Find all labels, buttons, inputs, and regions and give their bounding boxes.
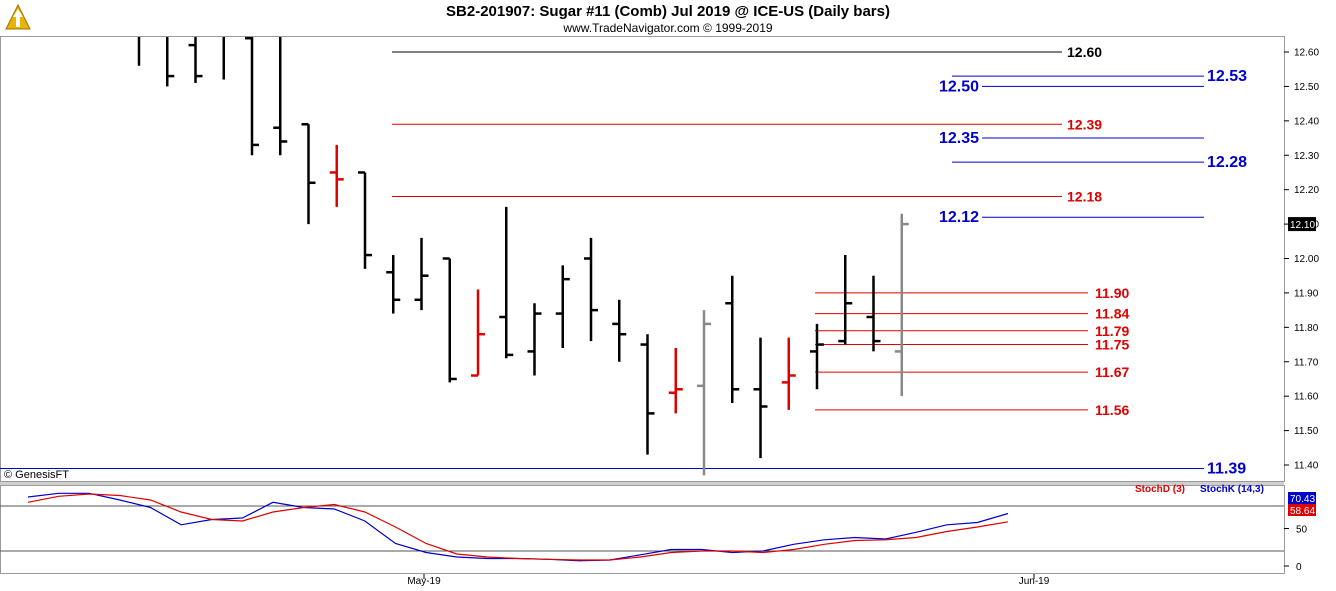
price-bar bbox=[725, 275, 740, 404]
x-tick-label: May-19 bbox=[407, 576, 441, 587]
stoch-tick-label: 0 bbox=[1296, 562, 1302, 573]
trade-navigator-logo-icon bbox=[5, 3, 31, 30]
price-bar bbox=[329, 144, 344, 207]
y-tick-label: 12.00 bbox=[1294, 254, 1319, 265]
stoch-value-label: 70.43 bbox=[1290, 494, 1315, 505]
price-bar bbox=[301, 123, 316, 225]
y-tick-label: 11.40 bbox=[1294, 461, 1319, 472]
stoch-value-box bbox=[1288, 504, 1316, 516]
level-label: 12.28 bbox=[1207, 154, 1247, 171]
price-bar bbox=[894, 213, 909, 397]
y-tick-label: 11.80 bbox=[1294, 323, 1319, 334]
y-tick-label: 12.20 bbox=[1294, 185, 1319, 196]
level-label: 11.75 bbox=[1095, 337, 1129, 353]
price-bar bbox=[442, 257, 457, 383]
last-price-label: 12.10 bbox=[1290, 220, 1315, 231]
level-label: 12.60 bbox=[1067, 44, 1102, 60]
stoch-value-label: 58.64 bbox=[1290, 506, 1315, 517]
price-bar bbox=[188, 37, 203, 83]
y-tick-label: 11.60 bbox=[1294, 392, 1319, 403]
level-label: 11.67 bbox=[1095, 364, 1129, 380]
level-label: 12.18 bbox=[1067, 189, 1102, 205]
price-bar bbox=[668, 347, 683, 414]
price-bar bbox=[612, 299, 627, 362]
y-tick-label: 12.60 bbox=[1294, 48, 1319, 59]
price-bar bbox=[584, 237, 598, 342]
y-tick-label: 12.40 bbox=[1294, 116, 1319, 127]
last-price-box bbox=[1288, 217, 1316, 232]
stoch-series-line bbox=[27, 493, 1009, 561]
price-bar bbox=[753, 337, 768, 459]
copyright-label: © GenesisFT bbox=[4, 469, 69, 481]
price-bar bbox=[781, 337, 796, 410]
stoch-value-box bbox=[1288, 492, 1316, 504]
price-bar bbox=[273, 37, 288, 156]
price-bar bbox=[166, 37, 175, 87]
level-label: 11.79 bbox=[1095, 323, 1129, 339]
y-tick-label: 12.30 bbox=[1294, 151, 1319, 162]
price-bar bbox=[527, 303, 542, 376]
level-label: 12.53 bbox=[1207, 68, 1247, 85]
y-tick-label: 11.50 bbox=[1294, 426, 1319, 437]
price-bar bbox=[555, 265, 570, 348]
price-bar bbox=[245, 36, 259, 156]
price-bar bbox=[386, 255, 401, 314]
legend-stochk: StochK (14,3) bbox=[1200, 484, 1264, 495]
stoch-pane-border bbox=[0, 485, 1285, 574]
chart-header: SB2-201907: Sugar #11 (Comb) Jul 2019 @ … bbox=[0, 0, 1336, 36]
y-tick-label: 11.70 bbox=[1294, 357, 1319, 368]
x-tick-label: Jun-19 bbox=[1019, 576, 1050, 587]
price-bar bbox=[838, 255, 853, 345]
y-tick-label: 12.50 bbox=[1294, 82, 1319, 93]
price-bar bbox=[866, 275, 881, 352]
chart-subtitle: www.TradeNavigator.com © 1999-2019 bbox=[563, 21, 773, 35]
level-label: 12.12 bbox=[939, 209, 979, 226]
level-label: 11.39 bbox=[1207, 460, 1246, 477]
level-label: 11.90 bbox=[1095, 285, 1129, 301]
price-bar bbox=[471, 289, 485, 377]
price-bar bbox=[414, 237, 429, 311]
price-bar bbox=[640, 334, 655, 455]
price-bar bbox=[358, 171, 372, 269]
chart-title: SB2-201907: Sugar #11 (Comb) Jul 2019 @ … bbox=[446, 3, 890, 20]
legend-stochd: StochD (3) bbox=[1135, 484, 1185, 495]
level-label: 12.35 bbox=[939, 130, 979, 147]
price-bar bbox=[810, 323, 824, 390]
stoch-tick-label: 50 bbox=[1296, 525, 1308, 536]
price-bar bbox=[499, 206, 514, 359]
level-label: 11.84 bbox=[1095, 306, 1129, 322]
price-bar bbox=[697, 310, 711, 476]
price-pane-border bbox=[0, 36, 1285, 482]
level-label: 12.39 bbox=[1067, 116, 1102, 132]
level-label: 12.50 bbox=[939, 78, 979, 95]
level-label: 11.56 bbox=[1095, 402, 1129, 418]
y-tick-label: 11.90 bbox=[1294, 288, 1319, 299]
